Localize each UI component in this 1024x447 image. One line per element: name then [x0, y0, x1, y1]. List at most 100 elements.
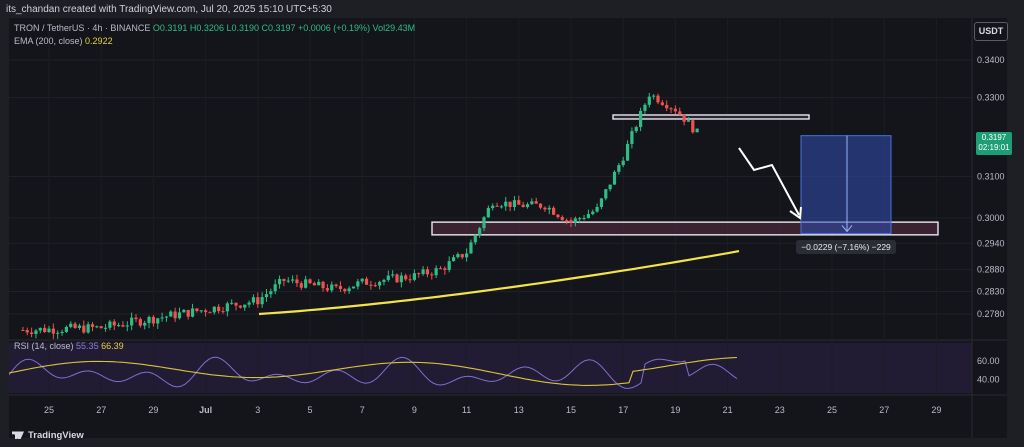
ema-line — [258, 250, 740, 316]
candle-body — [695, 128, 699, 133]
price-tick-label: 0.3100 — [977, 172, 1005, 182]
candle-body — [534, 201, 538, 204]
target-range-box — [800, 135, 892, 234]
candle-body — [117, 325, 121, 327]
candle-body — [386, 275, 390, 280]
candle-body — [125, 325, 129, 327]
candle-body — [456, 254, 460, 258]
candle-body — [82, 325, 86, 333]
candle-body — [321, 281, 325, 289]
candle-body — [134, 317, 138, 320]
candle-body — [164, 316, 169, 318]
rsi-label[interactable]: RSI (14, close) — [14, 341, 74, 351]
time-tick-label: 29 — [931, 405, 941, 415]
candle-body — [595, 206, 599, 212]
candle-body — [51, 328, 55, 334]
candle-body — [517, 200, 521, 205]
candle-body — [656, 95, 660, 103]
candle-body — [299, 283, 303, 288]
candle-body — [221, 311, 225, 313]
candle-body — [195, 308, 199, 312]
candle-body — [286, 280, 290, 282]
candle-body — [678, 111, 682, 115]
candle-body — [351, 286, 356, 289]
candle-body — [569, 220, 573, 223]
candle-body — [312, 283, 316, 286]
tradingview-logo[interactable]: TradingView — [12, 430, 84, 441]
candle-body — [660, 102, 664, 105]
candle-body — [621, 160, 625, 166]
candle-body — [521, 204, 525, 208]
time-tick-label: 21 — [723, 405, 733, 415]
candle-body — [391, 274, 395, 276]
projection-arrow — [738, 147, 802, 220]
candle-body — [378, 281, 382, 286]
candle-body — [90, 324, 95, 327]
time-tick-label: 13 — [514, 405, 524, 415]
candle-body — [669, 108, 673, 110]
candle-body — [243, 304, 247, 308]
candle-body — [686, 120, 691, 122]
candle-body — [38, 327, 42, 331]
candle-body — [325, 288, 329, 291]
candle-body — [73, 323, 77, 328]
candle-body — [217, 306, 221, 312]
candle-body — [364, 278, 369, 285]
candle-body — [103, 327, 108, 329]
candle-body — [665, 104, 669, 109]
candle-body — [438, 268, 443, 270]
measure-label: −0.0229 (−7.16%) −229 — [796, 240, 896, 254]
candle-body — [543, 207, 547, 210]
chart-area[interactable]: 0.3400 0.3300 0.3100 0.3000 0.2940 0.2880 0.28… — [8, 18, 1007, 438]
candle-body — [138, 319, 142, 326]
time-tick-label: 23 — [775, 405, 785, 415]
candle-body — [404, 275, 408, 280]
price-tick-label: 0.3000 — [977, 213, 1005, 223]
grid — [9, 18, 972, 395]
projection-arrow-head — [789, 206, 802, 220]
ema-label[interactable]: EMA (200, close) — [14, 36, 83, 46]
price-tick-label: 0.2780 — [977, 309, 1005, 319]
target-range-arrow-head — [841, 225, 853, 233]
candle-body — [99, 326, 103, 329]
candle-body — [643, 104, 647, 111]
candle-body — [69, 323, 73, 327]
price-axis: 0.3400 0.3300 0.3100 0.3000 0.2940 0.2880 0.28… — [977, 55, 1005, 319]
candle-body — [264, 294, 269, 298]
candle-body — [34, 330, 38, 334]
rsi-value: 55.35 — [76, 341, 99, 351]
candle-body — [552, 207, 556, 215]
candle-body — [565, 220, 569, 222]
time-tick-label: 9 — [412, 405, 417, 415]
candle-body — [408, 279, 412, 281]
candle-body — [491, 205, 495, 209]
candle-body — [108, 321, 112, 328]
candle-body — [295, 279, 299, 284]
candle-body — [143, 322, 147, 326]
candle-body — [556, 214, 560, 218]
candle-body — [64, 326, 68, 332]
candle-body — [512, 200, 517, 208]
time-tick-label: 17 — [618, 405, 628, 415]
time-tick-label: 11 — [462, 405, 471, 415]
candle-body — [186, 309, 190, 317]
candles — [21, 92, 699, 340]
price-chart-svg: 0.3400 0.3300 0.3100 0.3000 0.2940 0.2880 0.28… — [8, 18, 1007, 438]
currency-button[interactable]: USDT — [974, 22, 1008, 41]
candle-body — [169, 311, 173, 317]
candle-body — [30, 332, 34, 334]
candle-body — [591, 211, 595, 215]
candle-body — [21, 329, 25, 331]
target-box — [800, 135, 892, 234]
time-axis: 25 27 29 Jul 3 5 7 9 11 13 15 17 19 21 23 25 27 29 — [44, 405, 941, 415]
time-tick-label: 5 — [307, 405, 312, 415]
rsi-tick-label: 40.00 — [977, 374, 1000, 384]
candle-body — [173, 311, 177, 319]
time-tick-label: 25 — [44, 405, 54, 415]
symbol-label[interactable]: TRON / TetherUS · 4h · BINANCE — [14, 23, 151, 33]
candle-body — [317, 281, 321, 286]
time-tick-label: 27 — [879, 405, 889, 415]
time-tick-label: 7 — [360, 405, 365, 415]
candle-body — [395, 274, 399, 283]
price-tick-label: 0.2830 — [977, 287, 1005, 297]
